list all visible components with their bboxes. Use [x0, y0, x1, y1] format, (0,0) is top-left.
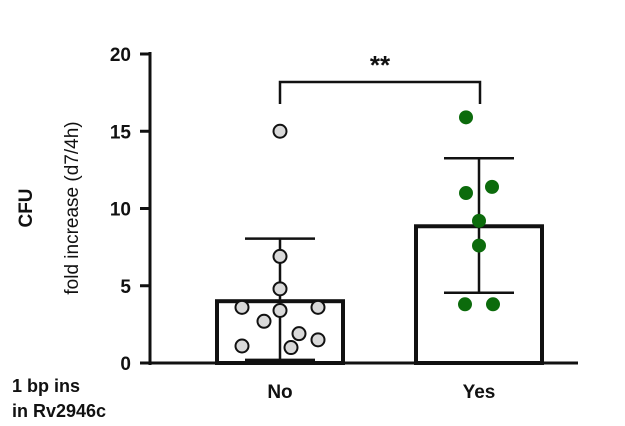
y-axis-title-line2: fold increase (d7/4h) — [62, 121, 83, 294]
data-point-1-0 — [459, 110, 473, 125]
data-point-1-2 — [459, 186, 473, 201]
data-point-0-1 — [272, 248, 288, 264]
y-axis-title-line1: CFU — [16, 188, 37, 227]
data-point-1-1 — [485, 179, 499, 194]
data-point-1-5 — [458, 297, 472, 312]
data-point-0-4 — [310, 299, 326, 315]
y-tick-label-2: 10 — [110, 200, 131, 221]
y-tick-label-4: 20 — [110, 45, 131, 66]
x-axis-title-line2: in Rv2946c — [12, 401, 106, 421]
significance-label: ** — [370, 50, 391, 80]
data-point-0-9 — [234, 338, 250, 354]
data-point-0-0 — [272, 123, 288, 139]
data-point-0-7 — [291, 326, 307, 342]
x-tick-label-no: No — [267, 382, 292, 403]
data-point-0-10 — [283, 340, 299, 356]
data-point-1-3 — [472, 213, 486, 228]
data-point-1-6 — [486, 297, 500, 312]
significance-bracket — [278, 80, 482, 104]
data-point-0-6 — [256, 313, 272, 329]
x-tick-label-yes: Yes — [463, 382, 496, 403]
y-tick-label-1: 5 — [120, 277, 131, 298]
x-axis-title-line1: 1 bp ins — [12, 376, 80, 396]
y-tick-label-3: 15 — [110, 122, 132, 143]
data-point-0-5 — [272, 302, 288, 318]
data-point-0-8 — [310, 332, 326, 348]
data-point-0-3 — [234, 299, 250, 315]
y-tick-label-0: 0 — [120, 354, 131, 375]
data-point-0-2 — [272, 281, 288, 297]
data-point-1-4 — [472, 238, 486, 253]
